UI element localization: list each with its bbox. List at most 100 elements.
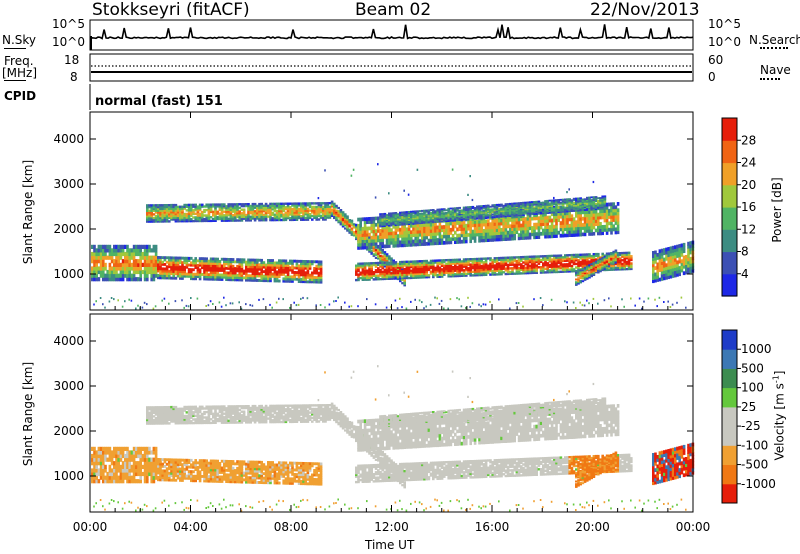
- power-cell: [236, 204, 239, 208]
- power-cell: [172, 265, 175, 269]
- power-cell: [467, 233, 470, 237]
- power-cell: [392, 272, 395, 275]
- power-cell: [121, 269, 125, 275]
- power-cell: [405, 221, 409, 224]
- power-cell: [157, 220, 160, 223]
- power-cell: [440, 216, 444, 219]
- power-cell: [489, 208, 492, 211]
- power-cell: [154, 248, 158, 253]
- power-cell: [425, 209, 428, 212]
- power-cell: [348, 220, 351, 223]
- power-cell: [383, 255, 387, 258]
- power-cell: [240, 274, 244, 277]
- power-cell: [240, 217, 244, 220]
- power-cell: [146, 277, 149, 282]
- power-cell: [445, 259, 448, 262]
- power-cell: [267, 270, 270, 274]
- power-scatter: [344, 301, 346, 304]
- power-cell: [282, 204, 285, 207]
- power-cell: [319, 211, 323, 214]
- power-cell: [238, 258, 241, 262]
- power-scatter: [302, 296, 304, 299]
- power-cell: [168, 216, 171, 219]
- power-cell: [454, 216, 457, 219]
- power-cell: [143, 273, 147, 278]
- power-cell: [394, 266, 398, 269]
- power-scatter: [240, 307, 243, 310]
- power-cell: [493, 208, 497, 211]
- power-cell: [396, 268, 400, 271]
- power-cell: [473, 270, 477, 273]
- power-cell: [385, 215, 389, 218]
- power-cell: [256, 217, 259, 220]
- power-cell: [154, 244, 158, 249]
- power-cell: [478, 235, 481, 240]
- power-cell: [315, 209, 318, 212]
- power-cell: [385, 256, 389, 259]
- power-cell: [403, 218, 406, 220]
- power-cell: [337, 213, 340, 216]
- power-cell: [476, 270, 479, 273]
- power-scatter: [533, 298, 535, 301]
- power-scatter: [588, 302, 590, 305]
- power-cell: [227, 273, 230, 277]
- power-cell: [377, 257, 380, 260]
- power-cell: [418, 239, 422, 243]
- power-cell: [407, 219, 411, 221]
- power-cell: [223, 257, 226, 261]
- power-cell: [269, 279, 272, 283]
- power-cell: [225, 215, 228, 219]
- power-cell: [121, 273, 125, 278]
- power-cell: [383, 277, 387, 281]
- power-cell: [245, 274, 248, 278]
- power-cell: [286, 204, 290, 207]
- power-cell: [432, 219, 435, 222]
- power-cell: [394, 277, 398, 280]
- power-cell: [379, 213, 382, 216]
- power-cell: [108, 255, 112, 260]
- power-cell: [311, 207, 314, 210]
- power-cell: [418, 274, 422, 277]
- power-cell: [264, 277, 268, 280]
- power-cell: [181, 277, 184, 280]
- power-cell: [436, 215, 439, 218]
- power-cell: [196, 266, 200, 269]
- power-cell: [172, 212, 175, 216]
- power-cell: [500, 271, 503, 274]
- power-cell: [150, 266, 153, 271]
- power-cell: [313, 280, 316, 284]
- power-cell: [436, 238, 439, 242]
- power-cell: [394, 270, 398, 273]
- power-cell: [462, 213, 466, 216]
- power-cell: [319, 269, 323, 273]
- power-cell: [269, 263, 272, 267]
- power-cell: [315, 278, 318, 282]
- power-cell: [91, 273, 94, 278]
- power-cell: [223, 271, 226, 275]
- power-cell: [190, 256, 193, 260]
- power-cell: [381, 232, 384, 236]
- power-cell: [269, 213, 272, 216]
- power-cell: [308, 216, 312, 219]
- power-cell: [381, 223, 384, 226]
- power-cell: [469, 215, 472, 218]
- power-cell: [308, 202, 312, 205]
- power-cell: [198, 275, 202, 279]
- power-cell: [132, 269, 136, 275]
- power-cell: [368, 276, 371, 279]
- power-cell: [399, 272, 402, 275]
- power-cell: [348, 230, 351, 233]
- power-cell: [388, 268, 391, 271]
- power-cell: [421, 216, 424, 219]
- power-cell: [368, 242, 371, 246]
- power-cell: [174, 218, 178, 221]
- power-cell: [421, 226, 424, 231]
- power-cell: [374, 263, 378, 267]
- power-cell: [170, 265, 173, 269]
- power-cell: [357, 277, 360, 280]
- power-cell: [370, 269, 373, 272]
- power-cell: [407, 271, 411, 274]
- power-cell: [407, 220, 411, 223]
- power-cell: [214, 266, 217, 270]
